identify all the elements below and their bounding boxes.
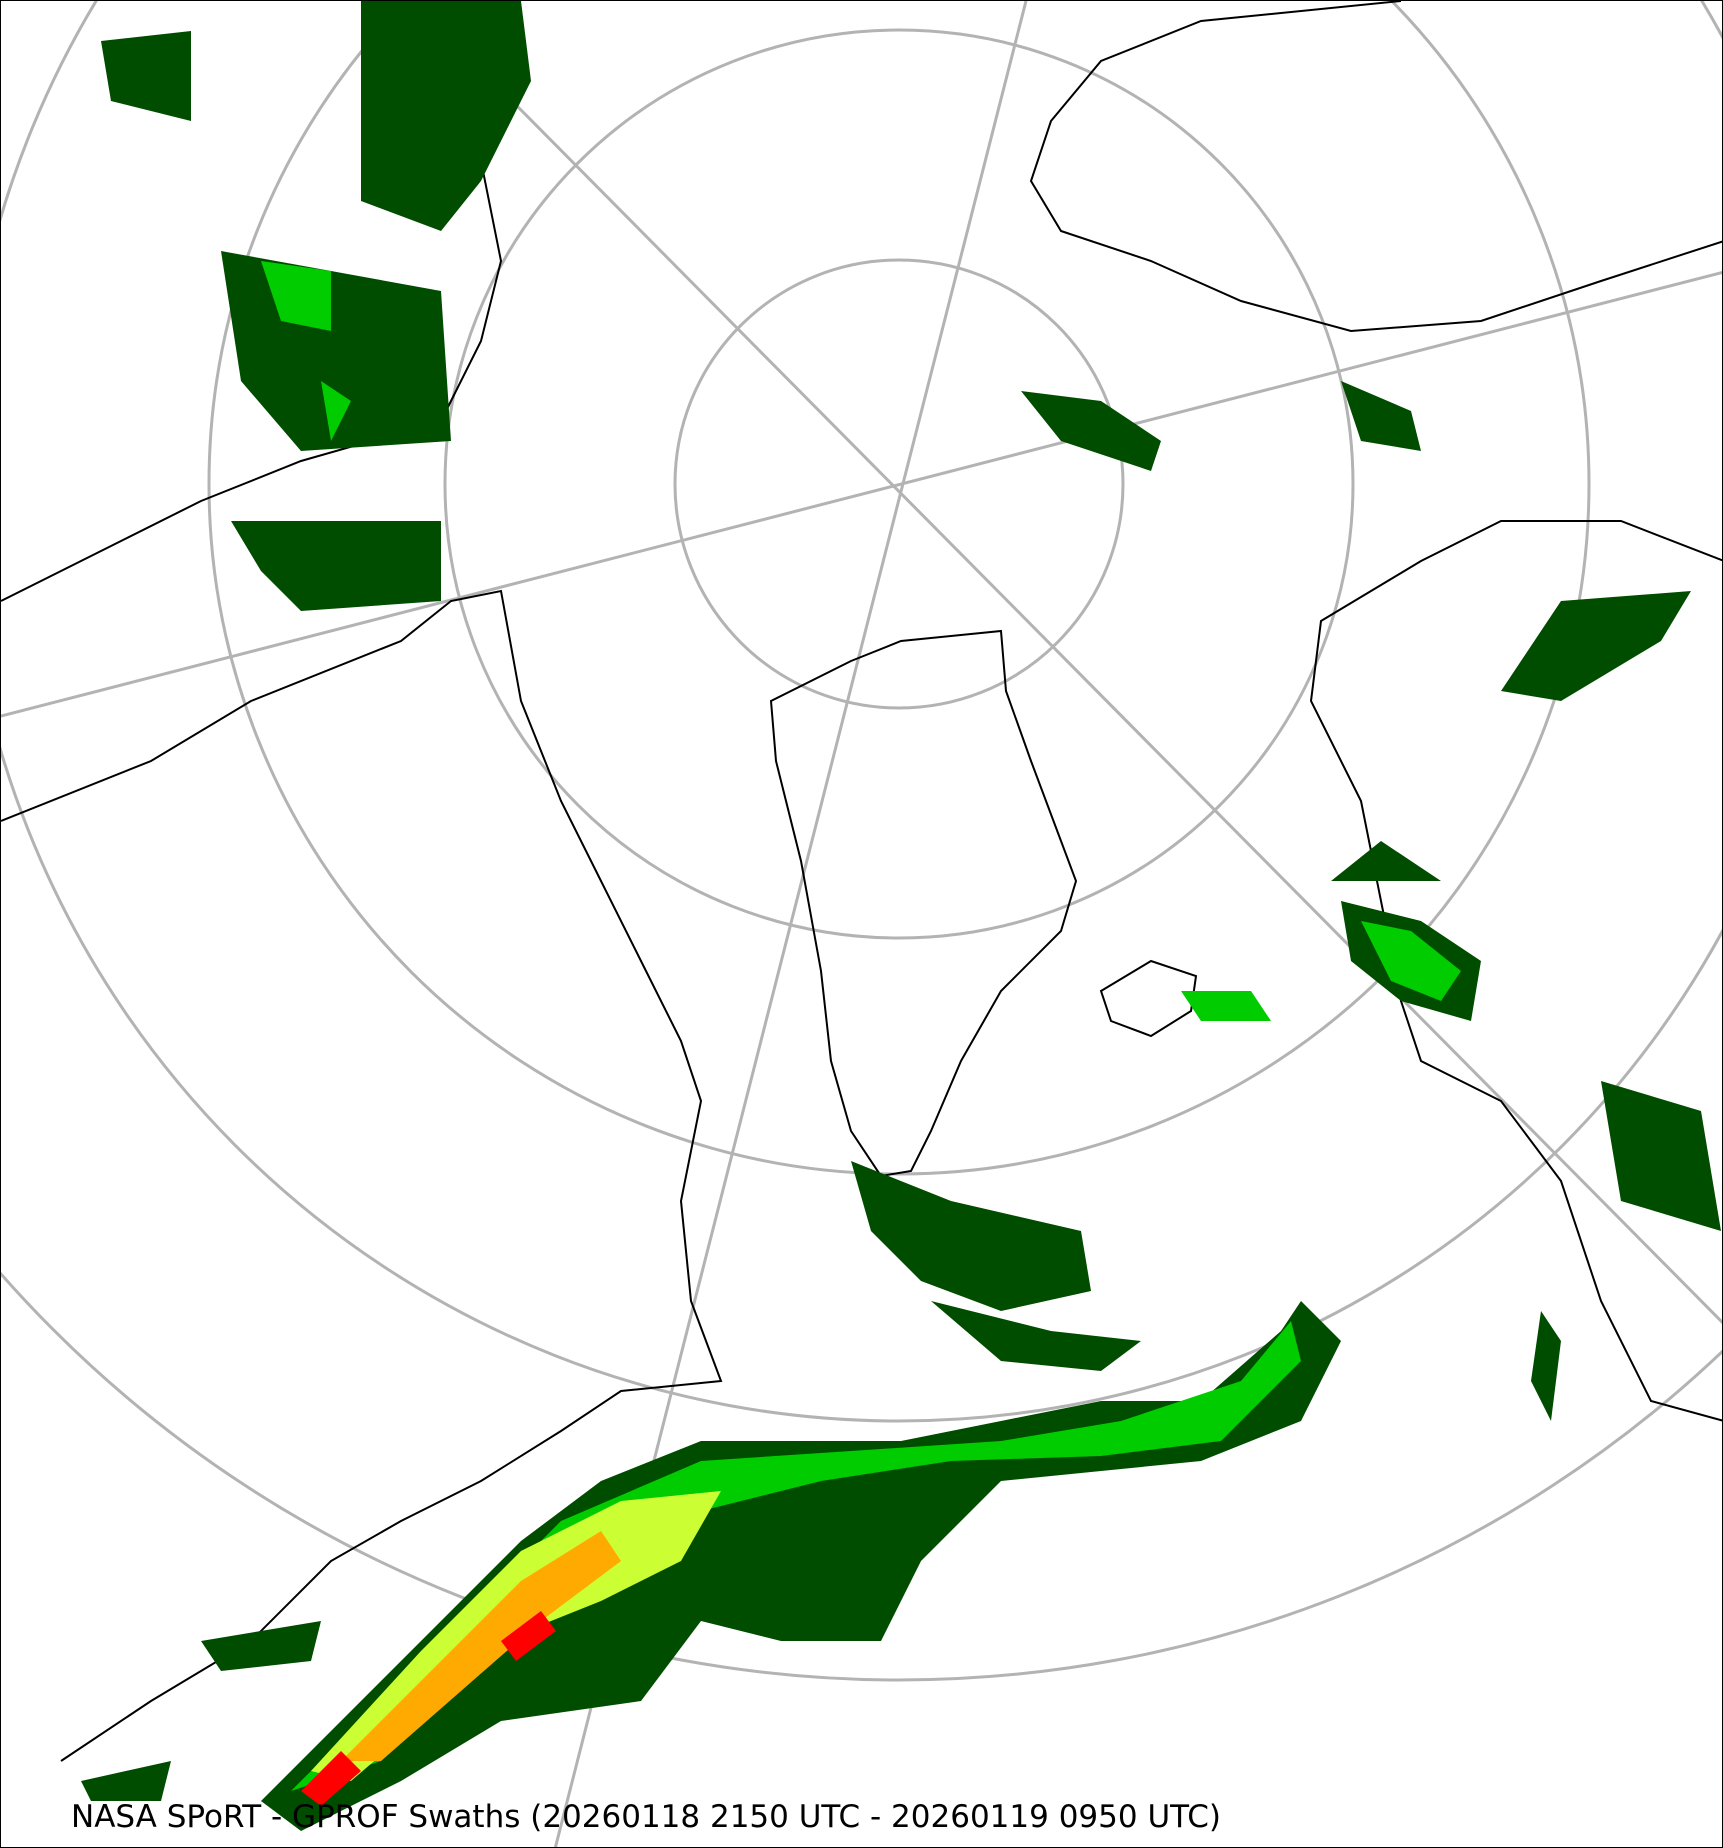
precip-swath-area: [1181, 921, 1461, 1021]
meridian-line: [411, 1, 1722, 1325]
meridian-line: [1, 270, 1722, 718]
precipitation-swaths: [81, 1, 1721, 1831]
precip-swath-area: [1021, 381, 1421, 471]
precip-swath-area: [1331, 841, 1721, 1421]
precip-swath-area: [851, 1161, 1141, 1371]
map-caption: NASA SPoRT - GPROF Swaths (20260118 2150…: [71, 1799, 1221, 1835]
latitude-circle: [1, 1271, 1722, 1682]
iceland-coastline: [1099, 959, 1198, 1038]
north-america-coastline: [1, 589, 723, 1762]
eurasia-coastline: [1029, 1, 1722, 333]
latitude-circle: [673, 258, 1125, 710]
precip-swath-area: [1341, 591, 1691, 1021]
precip-swath-area: [81, 1621, 321, 1801]
precip-swath-area: [261, 261, 351, 441]
precip-swath-area: [291, 1321, 1301, 1791]
greenland-coastline: [769, 629, 1078, 1178]
latitude-circle: [1, 1, 1722, 1423]
precip-swath-area: [301, 1611, 556, 1806]
precip-swath-area: [101, 1, 531, 231]
precip-swath-area: [341, 1531, 621, 1761]
europe-coastline: [1309, 520, 1722, 1422]
precip-swath-area: [261, 1301, 1341, 1831]
latitude-circle: [443, 28, 1355, 940]
